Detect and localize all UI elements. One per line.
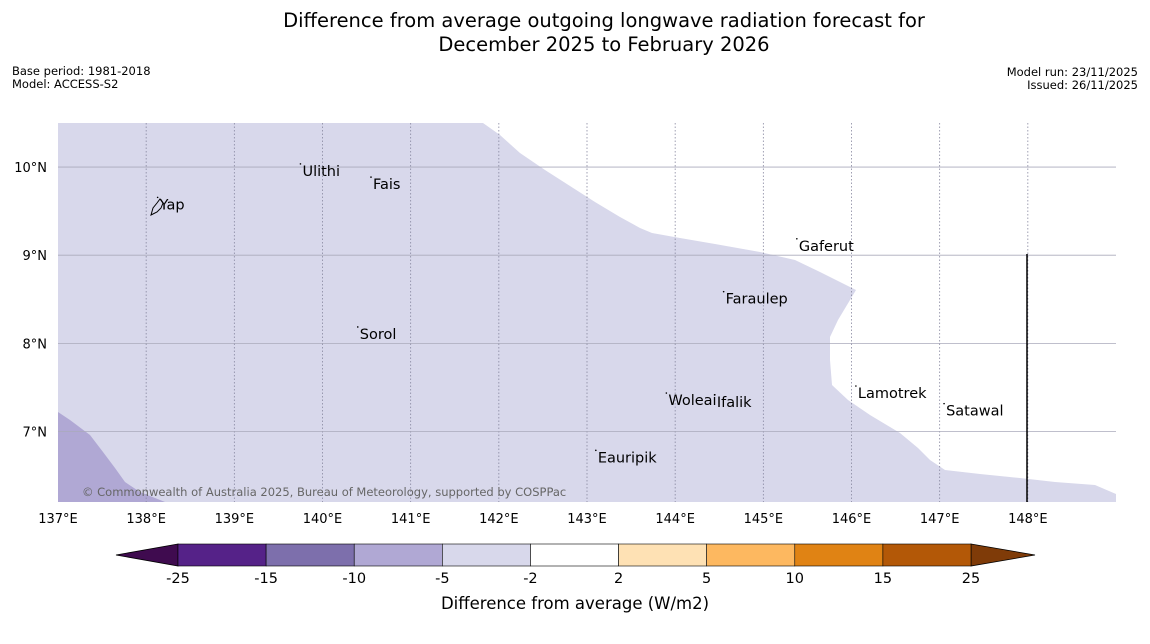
colorbar-segment [177, 543, 267, 567]
colorbar-segment [442, 543, 531, 567]
meta-left: Base period: 1981-2018 Model: ACCESS-S2 [12, 65, 151, 91]
place-label: Eauripik [598, 450, 657, 466]
place-marker: Faraulep [722, 290, 788, 308]
colorbar: -25 -15 -10 -5 -2 2 5 10 15 25 [115, 543, 1036, 587]
longitude-tick-label: 137°E [38, 512, 78, 527]
colorbar-label: Difference from average (W/m2) [440, 594, 710, 613]
island-dot [356, 326, 359, 328]
colorbar-segment [530, 543, 619, 567]
place-label: Lamotrek [858, 386, 927, 402]
title-line-2: December 2025 to February 2026 [438, 33, 770, 56]
copyright-notice: © Commonwealth of Australia 2025, Bureau… [82, 485, 566, 499]
place-marker: Eauripik [595, 449, 657, 466]
colorbar-tick-label: 15 [874, 571, 892, 587]
colorbar-tick-label: -5 [435, 571, 449, 587]
place-label: Fais [373, 177, 400, 193]
island-dot [156, 196, 159, 199]
longitude-tick-label: 148°E [1008, 512, 1048, 527]
colorbar-tick-label: -25 [166, 571, 190, 587]
island-dot [665, 392, 668, 394]
longitude-tick-label: 141°E [391, 512, 431, 527]
place-labels: Ulithi Fais Yap Gaferut Faraulep Sorol Lamotre… [156, 163, 1004, 466]
model-name: Model: ACCESS-S2 [12, 77, 119, 91]
yap-island-outline [150, 198, 164, 216]
place-marker: Sorol [356, 326, 397, 343]
island-dot [714, 394, 716, 396]
colorbar-segment [265, 543, 355, 567]
island-dot [595, 449, 597, 452]
island-dot [796, 238, 798, 240]
region-neg10-to-neg5 [58, 412, 165, 502]
title-line-1: Difference from average outgoing longwav… [283, 9, 925, 32]
place-marker: Fais [370, 176, 400, 193]
colorbar-tick-label: 5 [702, 571, 711, 587]
colorbar-tick-label: 10 [786, 571, 804, 587]
place-label: Faraulep [726, 292, 788, 308]
longitude-tick-label: 143°E [567, 512, 607, 527]
place-marker: Ulithi [299, 163, 340, 180]
latitude-tick-label: 8°N [23, 337, 48, 352]
island-dot [855, 385, 857, 387]
colorbar-min-extension [115, 543, 179, 567]
place-label: Satawal [946, 404, 1003, 420]
latitude-tick-label: 10°N [14, 161, 47, 176]
island-dot [370, 176, 372, 178]
longitude-tick-label: 147°E [920, 512, 960, 527]
place-label: Ulithi [302, 164, 340, 180]
island-dot [299, 163, 302, 165]
longitude-tick-labels: 137°E 138°E 139°E 140°E 141°E 142°E 143°E 144°E… [38, 512, 1047, 527]
place-marker: Yap [156, 196, 185, 213]
issued-date: Issued: 26/11/2025 [1027, 78, 1138, 92]
colorbar-segment [882, 543, 972, 567]
place-marker: Ifalik [714, 394, 752, 411]
model-run: Model run: 23/11/2025 [1006, 65, 1138, 79]
colorbar-tick-label: -2 [523, 571, 537, 587]
gridlines [58, 123, 1116, 502]
latitude-tick-label: 9°N [23, 249, 48, 264]
meta-right: Model run: 23/11/2025 Issued: 26/11/2025 [1007, 66, 1138, 92]
place-label: Woleai [668, 393, 716, 409]
place-marker: Lamotrek [855, 385, 927, 402]
longitude-tick-label: 145°E [744, 512, 784, 527]
longitude-tick-label: 140°E [303, 512, 343, 527]
place-label: Sorol [360, 327, 397, 343]
colorbar-segment [353, 543, 443, 567]
colorbar-segment [618, 543, 707, 567]
map-panel: Ulithi Fais Yap Gaferut Faraulep Sorol Lamotre… [58, 123, 1116, 502]
colorbar-segment [706, 543, 796, 567]
colorbar-tick-label: -10 [342, 571, 366, 587]
colorbar-max-extension [970, 543, 1036, 567]
island-dot [722, 290, 725, 293]
colorbar-segment [794, 543, 884, 567]
longitude-tick-label: 139°E [215, 512, 255, 527]
place-marker: Gaferut [796, 238, 854, 255]
colorbar-tick-label: 25 [962, 571, 980, 587]
colorbar-tick-label: -15 [254, 571, 278, 587]
latitude-tick-labels: 10°N 9°N 8°N 7°N [14, 161, 47, 440]
longitude-tick-label: 144°E [655, 512, 695, 527]
place-label: Yap [159, 197, 185, 213]
map-title: Difference from average outgoing longwav… [0, 9, 1150, 57]
base-period: Base period: 1981-2018 [12, 64, 151, 78]
latitude-tick-label: 7°N [23, 425, 48, 440]
place-label: Gaferut [799, 239, 854, 255]
longitude-tick-label: 138°E [126, 512, 166, 527]
colorbar-tick-label: 2 [614, 571, 623, 587]
place-marker: Woleai [665, 392, 717, 409]
longitude-tick-label: 146°E [832, 512, 872, 527]
longitude-tick-label: 142°E [479, 512, 519, 527]
place-marker: Satawal [943, 402, 1004, 420]
island-dot [943, 402, 945, 405]
place-label: Ifalik [717, 395, 752, 411]
